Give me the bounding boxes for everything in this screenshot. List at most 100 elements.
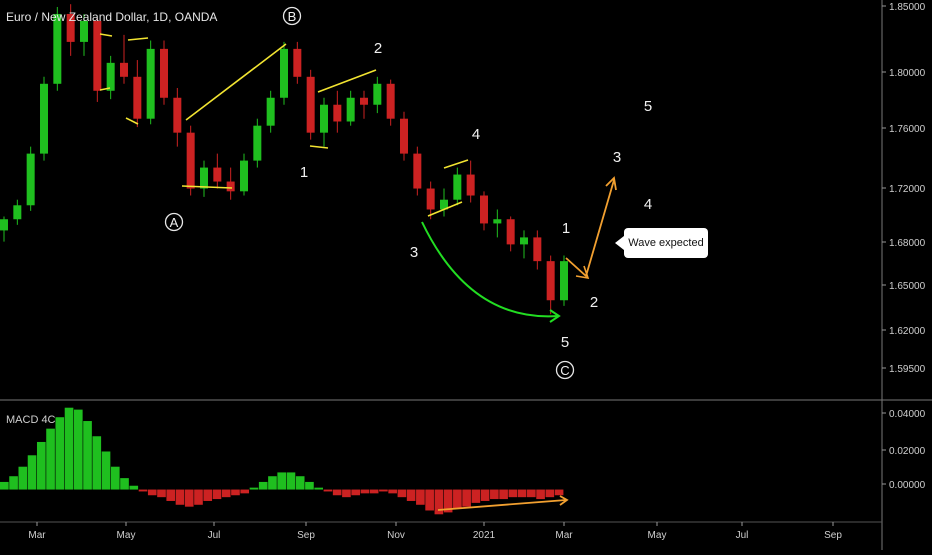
- macd-bar: [277, 472, 287, 490]
- candle-body: [453, 174, 462, 200]
- macd-bar: [305, 481, 314, 490]
- macd-bar: [490, 489, 499, 500]
- candle-body: [146, 48, 155, 119]
- macd-bar: [545, 489, 555, 498]
- macd-bar: [258, 481, 268, 490]
- wave-label: 5: [561, 334, 569, 351]
- orange-arrowhead-up: [605, 176, 617, 191]
- candle-body: [440, 199, 448, 210]
- trendline: [443, 159, 469, 169]
- macd-bar: [73, 409, 83, 490]
- macd-bar: [388, 489, 397, 494]
- macd-bar: [434, 489, 444, 515]
- candle-body: [160, 48, 168, 98]
- macd-bar: [194, 489, 203, 505]
- candle-body: [26, 153, 35, 206]
- candle-body: [200, 167, 208, 189]
- candle-body: [280, 48, 288, 98]
- time-tick-label: Mar: [28, 530, 46, 541]
- candle-body: [13, 205, 22, 220]
- wave-label: 2: [590, 294, 598, 311]
- macd-bar: [83, 421, 92, 490]
- candle-body: [373, 83, 382, 105]
- time-tick-label: Jul: [736, 530, 749, 541]
- trendline: [99, 87, 111, 91]
- macd-bar: [286, 472, 296, 490]
- time-tick-label: Mar: [555, 530, 573, 541]
- candle-body: [533, 237, 542, 262]
- price-tick-label: 1.65000: [889, 281, 926, 292]
- macd-bar: [231, 489, 240, 496]
- macd-bar: [369, 489, 379, 494]
- candle-body: [120, 62, 128, 77]
- macd-bar: [517, 489, 527, 498]
- trendline: [317, 69, 377, 93]
- candle-body: [226, 181, 235, 192]
- macd-bar: [554, 489, 564, 496]
- candle-body: [93, 20, 102, 91]
- time-tick-label: May: [117, 530, 136, 541]
- candle-body: [213, 167, 222, 182]
- wave-label: C: [560, 363, 569, 378]
- macd-bar: [138, 489, 148, 492]
- candle-body: [320, 104, 328, 133]
- macd-bar: [425, 489, 434, 511]
- candle-body: [173, 97, 182, 133]
- macd-bar: [295, 476, 305, 490]
- time-tick-label: Sep: [824, 530, 842, 541]
- candle-body: [360, 97, 368, 105]
- macd-bar: [36, 441, 46, 490]
- macd-bar: [92, 436, 102, 490]
- macd-bar: [443, 489, 453, 513]
- price-tick-label: 1.80000: [889, 68, 926, 79]
- macd-tick-label: 0.04000: [889, 409, 926, 420]
- candle-body: [306, 76, 315, 133]
- candle-body: [400, 118, 408, 154]
- wave-label: A: [170, 215, 179, 230]
- macd-bar: [18, 466, 28, 490]
- macd-bar: [9, 476, 18, 490]
- macd-bar: [397, 489, 407, 498]
- wave-circle: [555, 360, 575, 380]
- macd-bar: [416, 489, 425, 505]
- candle-body: [506, 219, 515, 245]
- macd-bar: [342, 489, 351, 498]
- candle-body: [520, 237, 528, 245]
- price-tick-label: 1.68000: [889, 238, 926, 249]
- macd-bar: [221, 489, 231, 498]
- price-tick-label: 1.59500: [889, 364, 926, 375]
- candle-body: [413, 153, 422, 189]
- trendline: [427, 201, 463, 217]
- wave-label: 3: [613, 149, 621, 166]
- candle-body: [426, 188, 435, 210]
- trendline: [125, 117, 139, 125]
- wave-label: B: [288, 9, 297, 24]
- candle-body: [53, 13, 62, 84]
- candle-body: [186, 132, 195, 189]
- candle-body: [466, 174, 475, 196]
- macd-title: MACD 4C: [6, 414, 56, 426]
- macd-divergence-arrowhead: [559, 495, 569, 506]
- macd-bar: [462, 489, 471, 507]
- macd-bar: [64, 407, 74, 490]
- price-tick-label: 1.62000: [889, 326, 926, 337]
- macd-divergence-line: [437, 499, 567, 511]
- macd-bar: [0, 481, 9, 490]
- macd-bar: [453, 489, 462, 509]
- macd-bar: [46, 428, 55, 490]
- macd-bar: [360, 489, 370, 494]
- trendline: [309, 145, 329, 149]
- macd-bar: [351, 489, 360, 496]
- macd-bar: [268, 476, 277, 490]
- candle-body: [386, 83, 395, 119]
- candle-body: [0, 219, 8, 231]
- time-tick-label: Nov: [387, 530, 405, 541]
- wave-label: 3: [410, 244, 418, 261]
- macd-bar: [55, 417, 65, 490]
- chart-title: Euro / New Zealand Dollar, 1D, OANDA: [6, 10, 218, 24]
- green-arrowhead: [549, 309, 561, 323]
- candle-body: [293, 48, 302, 77]
- macd-bar: [212, 489, 222, 500]
- macd-bar: [203, 489, 213, 501]
